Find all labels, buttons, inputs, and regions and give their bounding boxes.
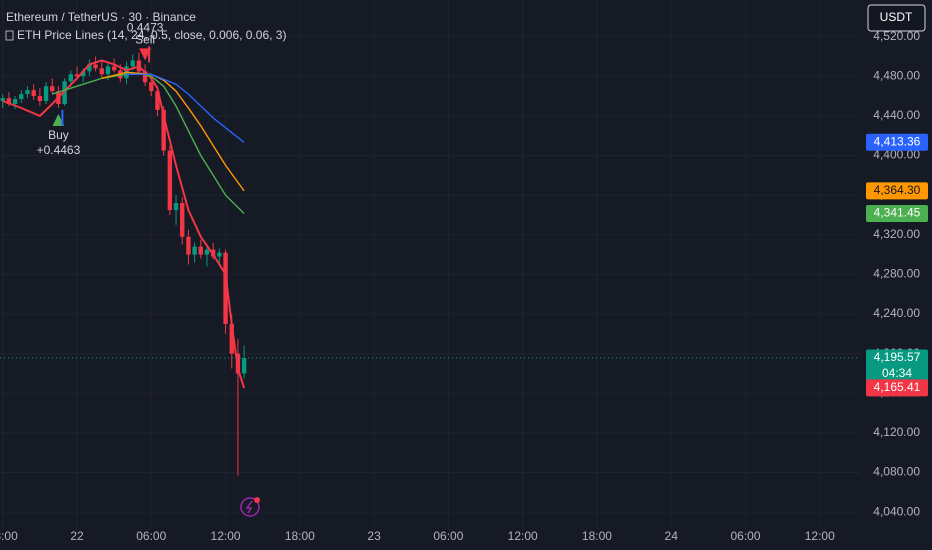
x-tick-label: 06:00 — [136, 529, 166, 543]
x-tick-label: 18:00 — [582, 529, 612, 543]
y-tick-label: 4,040.00 — [873, 504, 920, 518]
x-tick-label: 12:00 — [508, 529, 538, 543]
indicator-icon — [5, 30, 14, 41]
candle-body — [223, 252, 228, 324]
candle-body — [80, 71, 86, 77]
lightning-icon — [240, 497, 260, 517]
candle-body — [50, 86, 55, 92]
y-tick-label: 4,520.00 — [873, 29, 920, 43]
candle-body — [217, 252, 222, 257]
candle-body — [186, 236, 191, 255]
candle-body — [19, 94, 24, 100]
indicator-legend: ETH Price Lines (14, 24, 0.5, close, 0.0… — [17, 28, 286, 42]
candle-body — [130, 60, 135, 67]
x-tick-label: 24 — [665, 529, 679, 543]
candle-body — [93, 64, 98, 69]
y-tick-label: 4,440.00 — [873, 108, 920, 122]
signal-value: +0.4463 — [37, 143, 81, 157]
countdown: 04:34 — [882, 366, 912, 380]
candle-body — [31, 90, 36, 97]
candle-body — [6, 98, 12, 105]
candle-body — [167, 150, 173, 211]
signal-value: 0.4473 — [127, 21, 164, 35]
currency-button[interactable] — [867, 4, 926, 32]
indicator-line — [2, 59, 246, 389]
price-label: 4,341.45 — [874, 206, 921, 220]
x-tick-label: 12:00 — [805, 529, 835, 543]
candle-body — [229, 323, 234, 354]
axes: 4,040.004,080.004,120.004,160.004,200.00… — [0, 29, 928, 543]
y-tick-label: 4,120.00 — [873, 425, 920, 439]
x-tick-label: 18:00 — [285, 529, 315, 543]
candle-body — [198, 246, 203, 255]
candle-body — [105, 66, 111, 75]
candle-body — [12, 99, 18, 105]
price-label-box — [866, 182, 928, 200]
candle-body — [192, 246, 197, 255]
candle-body — [68, 74, 74, 82]
price-label: 4,195.57 — [874, 350, 921, 364]
indicator-line — [101, 71, 245, 192]
signal-label: Buy — [48, 128, 69, 142]
candle-body — [37, 96, 43, 102]
candle-body — [173, 203, 179, 211]
price-label: 4,413.36 — [874, 134, 921, 148]
candle-body — [155, 91, 160, 110]
candle-body — [111, 66, 117, 71]
candle-body — [99, 68, 104, 75]
x-tick-label: 12:00 — [211, 529, 241, 543]
x-tick-label: 06:00 — [433, 529, 463, 543]
currency-button-label[interactable]: USDT — [880, 10, 913, 24]
indicator-line — [126, 73, 245, 143]
candle-body — [43, 86, 49, 102]
x-tick-label: 06:00 — [730, 529, 760, 543]
candle-body — [62, 81, 67, 105]
candle-body — [180, 203, 185, 237]
candle-body — [142, 71, 148, 83]
candle-body — [161, 109, 166, 151]
x-tick-label: 18:00 — [0, 529, 18, 543]
price-label: 4,364.30 — [874, 183, 921, 197]
candle-body — [149, 82, 154, 92]
y-tick-label: 4,400.00 — [873, 148, 920, 162]
y-tick-label: 4,320.00 — [873, 227, 920, 241]
candle-body — [87, 64, 92, 72]
price-label-box — [866, 349, 928, 384]
signal-label: Sell — [135, 33, 155, 47]
candle-body — [0, 98, 5, 102]
y-tick-label: 4,280.00 — [873, 267, 920, 281]
candle-body — [25, 90, 30, 95]
candle-body — [204, 249, 210, 255]
price-label-box — [866, 379, 928, 397]
price-label-box — [866, 133, 928, 151]
y-tick-label: 4,240.00 — [873, 306, 920, 320]
price-label-box — [866, 205, 928, 223]
x-tick-label: 23 — [367, 529, 381, 543]
price-label: 4,165.41 — [874, 380, 921, 394]
y-tick-label: 4,480.00 — [873, 68, 920, 82]
candle-body — [241, 358, 247, 374]
y-tick-label: 4,080.00 — [873, 465, 920, 479]
candle-body — [74, 74, 80, 77]
x-tick-label: 22 — [70, 529, 84, 543]
chart-title: Ethereum / TetherUS · 30 · Binance — [6, 10, 196, 24]
